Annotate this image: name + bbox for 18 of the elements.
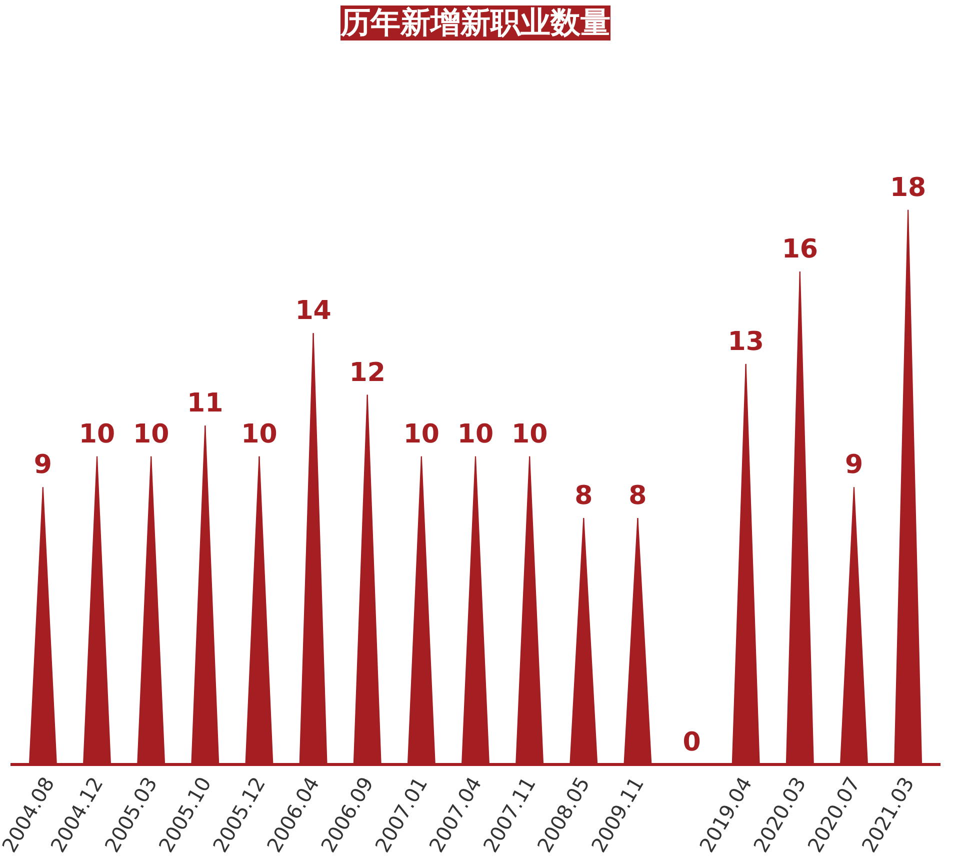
data-label: 8 [628, 481, 647, 512]
data-label: 10 [511, 419, 548, 450]
data-label: 8 [574, 481, 593, 512]
data-label: 12 [349, 358, 386, 388]
data-label: 13 [728, 326, 764, 357]
data-label: 10 [78, 419, 116, 450]
data-label: 11 [187, 388, 224, 419]
data-label: 16 [782, 234, 818, 265]
data-label: 10 [132, 419, 170, 450]
data-label: 9 [34, 450, 52, 480]
data-label: 18 [890, 172, 926, 203]
data-label: 10 [241, 419, 278, 450]
data-label: 10 [457, 419, 494, 450]
data-label: 10 [403, 419, 440, 450]
data-label: 0 [682, 728, 701, 758]
data-label: 9 [844, 450, 864, 480]
chart-title: 历年新增新职业数量 [340, 6, 610, 40]
data-label: 14 [295, 296, 332, 326]
